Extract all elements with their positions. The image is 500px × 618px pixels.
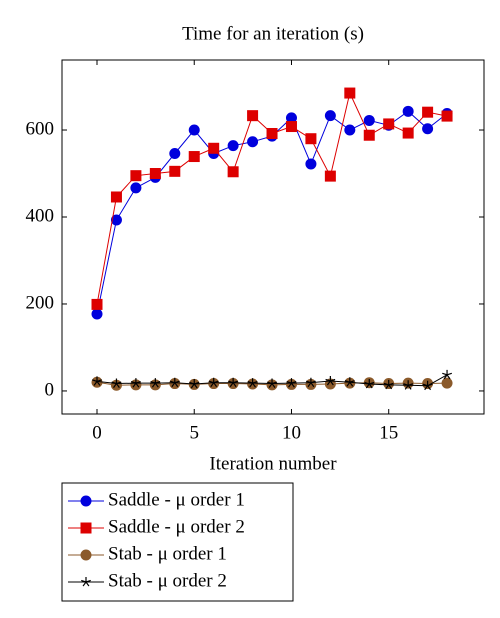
marker xyxy=(92,376,102,386)
marker xyxy=(324,170,336,182)
marker xyxy=(363,114,375,126)
marker xyxy=(364,378,375,389)
y-tick-label: 200 xyxy=(26,292,55,313)
marker xyxy=(441,110,453,122)
legend-label: Saddle - μ order 2 xyxy=(108,516,245,537)
marker xyxy=(402,105,414,117)
marker xyxy=(227,166,239,178)
marker xyxy=(130,170,142,182)
marker xyxy=(91,298,103,310)
x-axis-label: Iteration number xyxy=(209,453,337,474)
legend-label: Saddle - μ order 1 xyxy=(108,489,245,510)
legend-marker xyxy=(80,495,92,507)
marker xyxy=(442,369,452,380)
chart-title: Time for an iteration (s) xyxy=(182,23,364,44)
x-tick-label: 15 xyxy=(379,422,398,443)
marker xyxy=(149,168,161,180)
legend-marker xyxy=(81,577,91,587)
marker xyxy=(169,148,181,160)
marker xyxy=(208,142,220,154)
y-tick-label: 600 xyxy=(26,118,55,139)
marker xyxy=(324,110,336,122)
marker xyxy=(247,136,259,148)
marker xyxy=(208,377,219,388)
marker xyxy=(286,378,297,388)
marker xyxy=(110,214,122,226)
marker xyxy=(344,87,356,99)
x-tick-label: 0 xyxy=(92,422,102,443)
marker xyxy=(267,378,277,388)
y-tick-label: 400 xyxy=(26,205,55,226)
marker xyxy=(402,127,414,139)
marker xyxy=(169,377,180,388)
marker xyxy=(363,129,375,141)
marker xyxy=(305,133,317,145)
marker xyxy=(305,158,317,170)
legend-label: Stab - μ order 2 xyxy=(108,570,227,591)
y-tick-label: 0 xyxy=(45,379,55,400)
marker xyxy=(383,379,394,390)
marker xyxy=(228,377,239,388)
marker xyxy=(110,191,122,203)
marker xyxy=(422,123,434,135)
marker xyxy=(188,124,200,136)
plot-frame xyxy=(61,59,485,415)
marker xyxy=(441,377,453,389)
marker xyxy=(266,127,278,139)
marker xyxy=(91,308,103,320)
legend-label: Stab - μ order 1 xyxy=(108,543,227,564)
marker xyxy=(188,151,200,163)
marker xyxy=(169,165,181,177)
marker xyxy=(247,110,259,122)
marker xyxy=(285,121,297,133)
marker xyxy=(325,375,336,386)
marker xyxy=(130,378,141,388)
marker xyxy=(344,124,356,136)
x-tick-label: 10 xyxy=(282,422,301,443)
marker xyxy=(305,377,316,388)
marker xyxy=(383,118,395,130)
legend-marker xyxy=(80,549,92,561)
marker xyxy=(189,378,200,389)
marker xyxy=(150,378,161,388)
marker xyxy=(403,380,414,390)
marker xyxy=(344,377,355,387)
marker xyxy=(247,378,258,388)
marker xyxy=(130,182,142,194)
marker xyxy=(422,106,434,118)
marker xyxy=(422,380,433,391)
series-line xyxy=(96,91,448,305)
legend-box xyxy=(61,482,294,602)
series-line xyxy=(96,110,448,315)
x-tick-label: 5 xyxy=(189,422,199,443)
marker xyxy=(227,140,239,152)
legend-marker xyxy=(80,522,92,534)
marker xyxy=(111,378,122,388)
